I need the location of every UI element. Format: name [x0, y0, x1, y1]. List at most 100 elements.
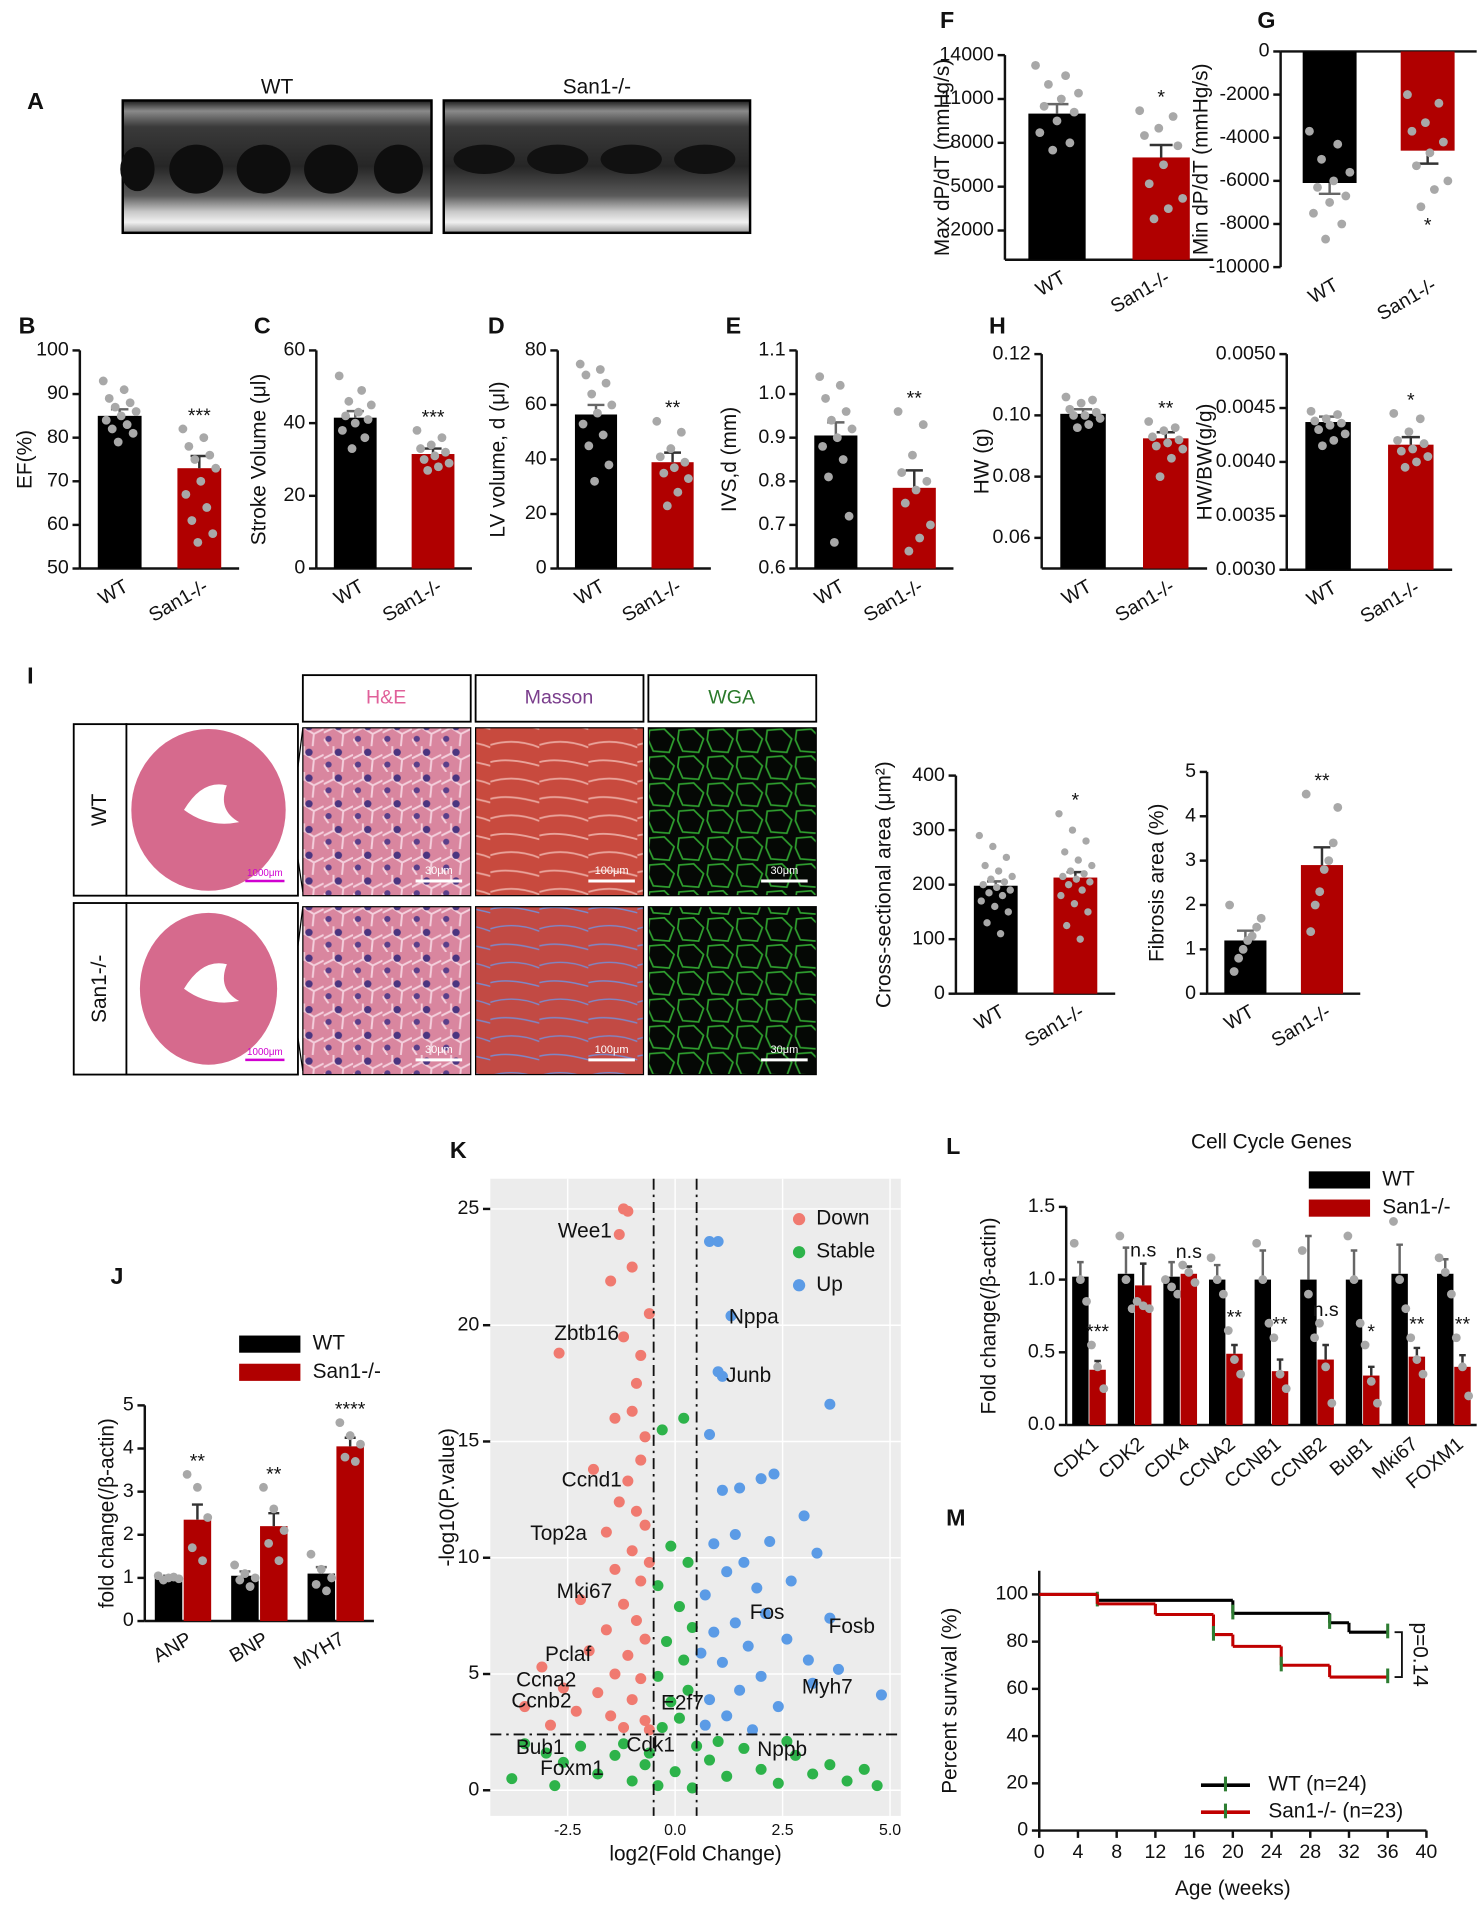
y-tick-label: 0: [934, 982, 945, 1004]
data-point: [1400, 462, 1410, 472]
data-point: [1095, 414, 1105, 423]
data-point: [682, 1556, 694, 1568]
y-tick-label: 400: [912, 764, 945, 786]
data-point: [835, 380, 845, 390]
heart-cavity: [184, 963, 240, 1003]
error-bar: [1259, 1249, 1267, 1280]
stain-header: WGA: [708, 687, 756, 709]
data-point: [316, 1564, 326, 1574]
data-point: [915, 533, 925, 543]
stain-header: Masson: [525, 687, 594, 709]
data-point: [350, 418, 360, 428]
bar: [1132, 157, 1190, 260]
x-tick-label: San1-/-: [1107, 267, 1174, 318]
data-point: [652, 1580, 664, 1592]
data-point: [205, 450, 215, 460]
data-point: [618, 1738, 630, 1750]
data-point: [1434, 1253, 1444, 1263]
x-tick-label: 28: [1299, 1841, 1321, 1863]
data-point: [643, 1724, 655, 1736]
data-point: [639, 1714, 651, 1727]
bar: [1437, 1273, 1454, 1425]
y-tick-label: 60: [47, 513, 69, 535]
y-tick-label: 3: [123, 1480, 134, 1502]
data-point: [1243, 936, 1253, 945]
data-point: [991, 902, 999, 911]
data-point: [356, 1439, 365, 1449]
data-point: [1144, 417, 1154, 426]
gene-label: Ccna2: [516, 1668, 576, 1691]
data-point: [1440, 1267, 1450, 1277]
data-point: [635, 1454, 647, 1466]
panel-letter: M: [946, 1504, 965, 1530]
data-point: [1084, 420, 1094, 429]
y-tick-label: 80: [525, 339, 547, 361]
data-point: [678, 1654, 690, 1666]
data-point: [1328, 838, 1338, 848]
y-axis-label: EF(%): [13, 430, 36, 489]
data-point: [1223, 1326, 1233, 1335]
y-tick-label: 2000: [950, 219, 994, 241]
data-point: [1345, 167, 1355, 177]
data-point: [1000, 878, 1009, 886]
data-point: [635, 1575, 647, 1587]
panel-letter: A: [27, 88, 44, 114]
data-point: [592, 1768, 604, 1780]
y-tick-label: 0: [536, 557, 547, 579]
x-tick-label: 36: [1377, 1841, 1399, 1863]
data-point: [699, 1589, 711, 1601]
data-point: [622, 1205, 634, 1217]
data-point: [904, 546, 914, 556]
data-point: [1395, 1275, 1405, 1285]
data-point: [678, 1412, 690, 1424]
data-point: [598, 430, 608, 440]
data-point: [1337, 219, 1347, 229]
data-point: [1310, 416, 1320, 426]
data-point: [772, 1777, 784, 1789]
data-point: [1068, 826, 1077, 834]
data-point: [661, 1635, 673, 1647]
data-point: [1184, 1267, 1194, 1277]
data-point: [1234, 953, 1244, 963]
significance-label: **: [266, 1463, 282, 1485]
data-point: [708, 1626, 720, 1638]
data-point: [680, 457, 690, 467]
legend-swatch: [239, 1335, 301, 1353]
data-point: [643, 1747, 655, 1759]
data-point: [1333, 410, 1342, 419]
x-tick-label: San1-/-: [1268, 1001, 1335, 1052]
y-tick-label: 20: [525, 502, 547, 524]
data-point: [1159, 160, 1168, 170]
micrograph: [475, 906, 645, 1076]
data-point: [1451, 1333, 1461, 1343]
data-point: [1396, 446, 1406, 456]
panel-letter: I: [27, 663, 33, 689]
data-point: [604, 460, 614, 470]
gene-label: Foxm1: [540, 1757, 604, 1780]
data-point: [926, 520, 935, 530]
y-tick-label: 100: [36, 339, 69, 361]
data-point: [618, 1721, 630, 1734]
error-bar: [1149, 143, 1173, 158]
significance-label: ****: [335, 1399, 366, 1421]
bar: [1345, 1279, 1363, 1425]
data-point: [875, 1689, 887, 1701]
data-point: [441, 447, 450, 457]
y-tick-label: 40: [1006, 1724, 1028, 1746]
data-point: [832, 433, 842, 443]
y-tick-label: 0.0035: [1216, 504, 1276, 526]
data-point: [1281, 1384, 1291, 1394]
data-point: [1149, 214, 1159, 224]
y-tick-label: 15: [457, 1430, 479, 1452]
data-point: [618, 1598, 630, 1610]
y-tick-label: 0: [294, 557, 305, 579]
gene-label: Pclaf: [545, 1643, 591, 1666]
data-point: [1319, 865, 1329, 874]
legend-label: WT (n=24): [1268, 1773, 1367, 1796]
data-point: [622, 1649, 634, 1661]
data-point: [639, 1759, 651, 1771]
significance-label: *: [1367, 1321, 1375, 1343]
data-point: [198, 1556, 207, 1566]
data-point: [1412, 161, 1421, 171]
data-point: [211, 463, 221, 473]
